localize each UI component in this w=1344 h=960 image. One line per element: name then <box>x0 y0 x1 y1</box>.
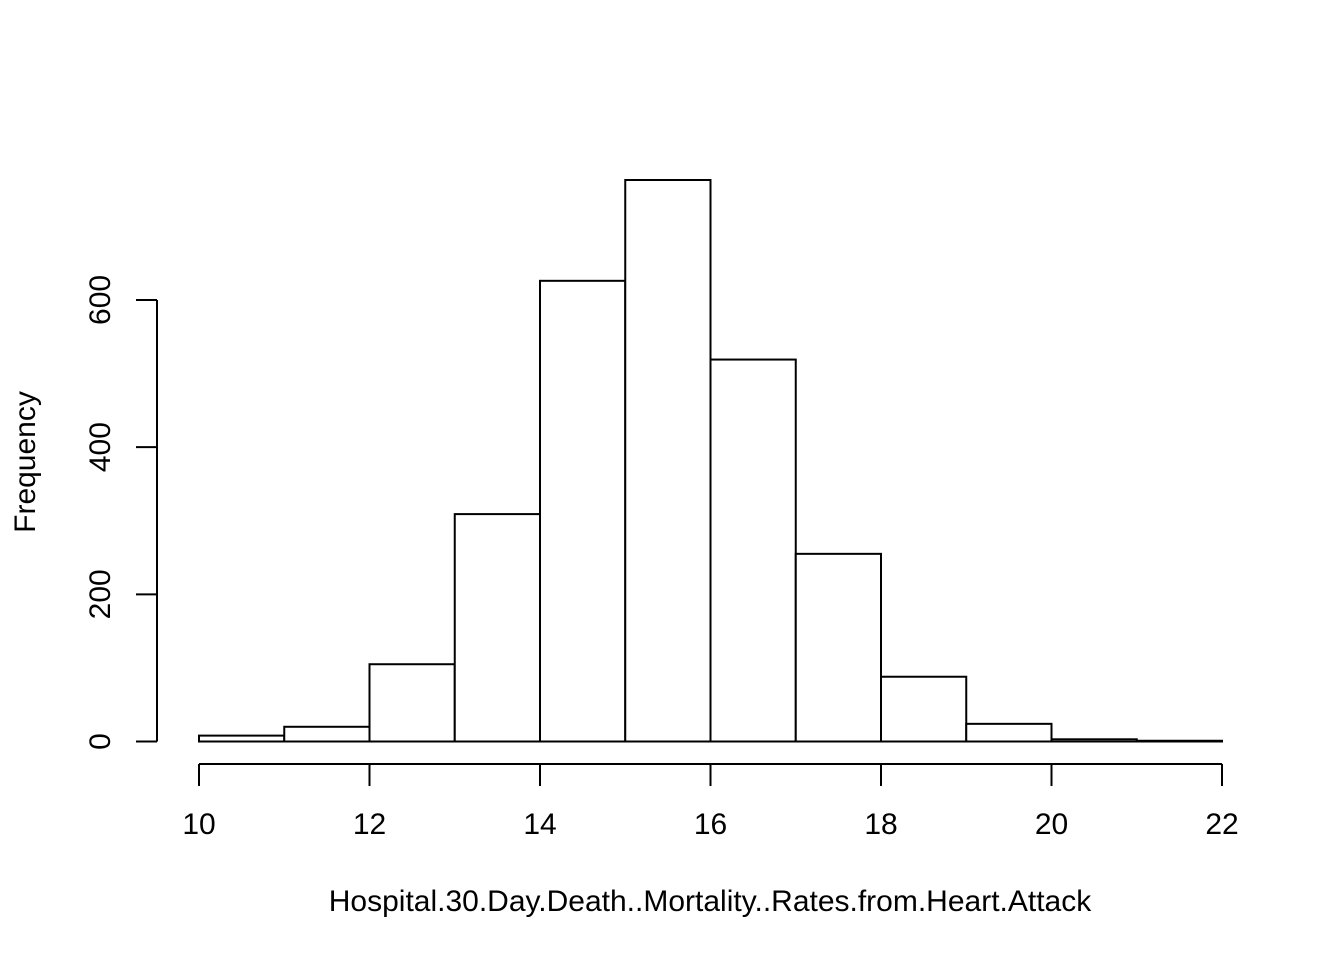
histogram-bar <box>794 552 882 743</box>
histogram-bar <box>709 358 797 743</box>
histogram-bar <box>1050 738 1138 743</box>
x-tick-label: 12 <box>353 808 386 841</box>
x-tick-label: 20 <box>1035 808 1068 841</box>
y-tick-label: 400 <box>84 422 117 472</box>
x-axis: 10 12 14 16 18 20 22 <box>182 763 1239 841</box>
y-tick-label: 200 <box>84 569 117 619</box>
x-tick-label: 22 <box>1205 808 1238 841</box>
x-tick-label: 18 <box>864 808 897 841</box>
histogram-bar <box>1135 739 1223 743</box>
y-axis-title: Frequency <box>9 391 42 533</box>
histogram-bar <box>283 725 371 743</box>
y-tick-label: 600 <box>84 275 117 325</box>
x-axis-title: Hospital.30.Day.Death..Mortality..Rates.… <box>329 885 1092 918</box>
histogram-bar <box>539 279 627 743</box>
y-tick-label: 0 <box>84 733 117 750</box>
histogram-bar <box>198 734 286 743</box>
x-tick-label: 14 <box>523 808 556 841</box>
x-tick-label: 10 <box>182 808 215 841</box>
histogram-bar <box>368 663 456 743</box>
histogram-bar <box>624 179 712 743</box>
histogram-bar <box>965 722 1053 743</box>
y-axis: 0 200 400 600 <box>84 275 158 750</box>
histogram-bars <box>198 179 1223 743</box>
histogram-bar <box>453 513 541 743</box>
histogram-bar <box>880 675 968 743</box>
x-tick-label: 16 <box>694 808 727 841</box>
